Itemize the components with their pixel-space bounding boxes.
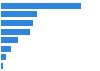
Bar (1, 63, 3, 69)
Bar (1, 37, 18, 43)
Bar (1, 29, 30, 35)
Bar (1, 11, 37, 17)
Bar (1, 20, 32, 26)
Bar (1, 3, 81, 9)
Bar (1, 46, 11, 52)
Bar (1, 54, 6, 60)
